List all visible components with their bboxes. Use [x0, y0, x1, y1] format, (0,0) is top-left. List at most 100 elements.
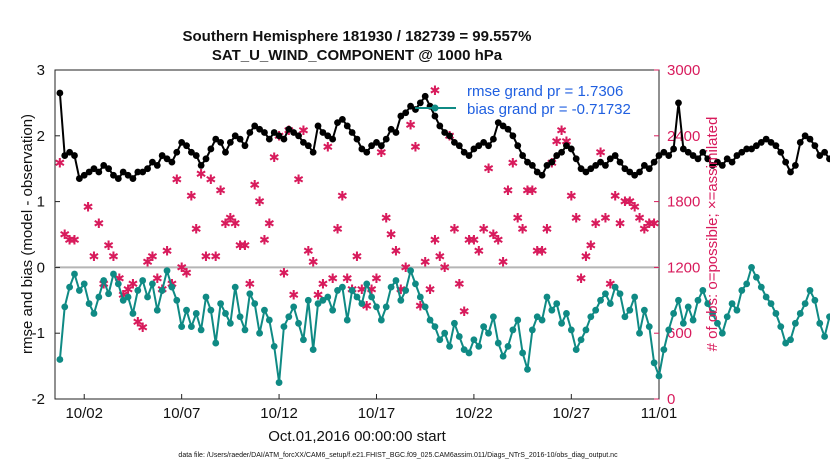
rmse-point [226, 138, 234, 146]
bias-point [329, 306, 337, 314]
rmse-point [558, 148, 565, 156]
obs-count-marker: ✱ [152, 272, 163, 287]
bias-point [665, 326, 673, 334]
obs-count-marker: ✱ [181, 266, 192, 281]
bias-point [767, 300, 775, 307]
rmse-point [714, 158, 721, 166]
bias-point [441, 329, 449, 337]
bias-point [158, 287, 166, 294]
x-tick-label: 10/22 [455, 405, 493, 422]
bias-point [821, 333, 829, 340]
legend: ✱ rmse grand pr = 1.7306 bias grand pr =… [415, 83, 631, 118]
bias-point [451, 319, 458, 327]
bias-point [212, 339, 220, 347]
rmse-point [71, 152, 78, 159]
bias-point [275, 379, 283, 386]
bias-point [514, 316, 522, 324]
rmse-point [616, 158, 624, 166]
rmse-point [168, 158, 176, 166]
bias-point [421, 303, 429, 311]
obs-count-marker: ✱ [327, 272, 338, 287]
obs-count-marker: ✱ [244, 277, 255, 292]
obs-count-marker: ✱ [303, 244, 314, 259]
rmse-point [679, 145, 687, 153]
obs-count-marker: ✱ [366, 283, 377, 298]
obs-count-marker: ✱ [171, 173, 182, 188]
rmse-point [144, 165, 151, 173]
bias-point [499, 352, 507, 360]
rmse-point [733, 152, 741, 159]
bias-point [621, 313, 629, 321]
bias-point [114, 280, 122, 288]
obs-count-marker: ✱ [459, 305, 470, 320]
rmse-point [285, 125, 293, 133]
obs-count-marker: ✱ [576, 272, 587, 287]
rmse-point [124, 171, 132, 179]
bias-point [684, 303, 692, 311]
rmse-point [85, 168, 93, 176]
rmse-point [149, 158, 156, 166]
bias-point [407, 267, 414, 275]
x-axis: 10/02 10/07 10/12 10/17 10/22 10/27 11/01 [65, 394, 677, 422]
obs-count-marker: ✱ [342, 272, 353, 287]
bias-point [494, 339, 502, 347]
bias-point [134, 287, 142, 294]
obs-count-marker: ✱ [639, 223, 650, 238]
obs-count-marker: ✱ [308, 255, 319, 270]
bias-point [397, 296, 405, 304]
obs-count-marker: ✱ [235, 239, 246, 254]
bias-point [168, 283, 176, 291]
x-axis-label: Oct.01,2016 00:00:00 start [268, 428, 446, 445]
bias-point [694, 296, 702, 304]
rmse-point [587, 165, 595, 173]
bias-point [368, 293, 376, 301]
obs-count-marker: ✱ [293, 173, 304, 188]
obs-count-marker: ✱ [162, 244, 173, 259]
bias-point [412, 280, 419, 288]
obs-count-marker: ✱ [473, 244, 484, 259]
y-right-tick-label: 3000 [667, 62, 700, 79]
bias-point [90, 310, 98, 317]
obs-count-marker: ✱ [147, 250, 158, 265]
rmse-point [392, 129, 400, 136]
rmse-point [397, 112, 405, 120]
rmse-point [718, 162, 726, 169]
rmse-point [455, 142, 463, 150]
bias-point [110, 270, 117, 278]
bias-point [689, 316, 697, 324]
bias-point [66, 283, 74, 291]
rmse-point [382, 135, 390, 143]
bias-point [762, 293, 770, 301]
legend-rmse-marker: ✱ [430, 84, 441, 99]
rmse-point [504, 125, 512, 133]
bias-point [290, 303, 298, 311]
bias-point [100, 277, 108, 284]
bias-point [616, 290, 624, 298]
bias-point [80, 280, 88, 288]
bias-point [363, 280, 371, 288]
x-tick-label: 10/07 [163, 405, 201, 422]
rmse-point [821, 148, 829, 156]
obs-count-marker: ✱ [186, 190, 197, 205]
bias-point [538, 316, 546, 324]
bias-point [699, 287, 707, 294]
rmse-point [489, 135, 497, 143]
bias-point [509, 326, 517, 334]
obs-count-marker: ✱ [376, 146, 387, 161]
rmse-point [470, 145, 478, 153]
bias-point [723, 313, 731, 321]
obs-count-marker: ✱ [69, 233, 80, 248]
bias-point [826, 313, 830, 321]
obs-count-marker: ✱ [176, 261, 187, 276]
x-tick-label: 11/01 [641, 405, 677, 422]
obs-count-marker: ✱ [313, 288, 324, 303]
bias-point [300, 336, 307, 344]
bias-point [324, 293, 332, 301]
rmse-point [377, 142, 385, 150]
rmse-point [217, 138, 225, 146]
obs-count-marker: ✱ [322, 140, 333, 155]
footer-data-file: data file: /Users/raeder/DAI/ATM_forcXX/… [178, 452, 618, 459]
rmse-point [704, 155, 712, 163]
obs-count-marker: ✱ [429, 233, 440, 248]
obs-count-marker: ✱ [259, 233, 270, 248]
